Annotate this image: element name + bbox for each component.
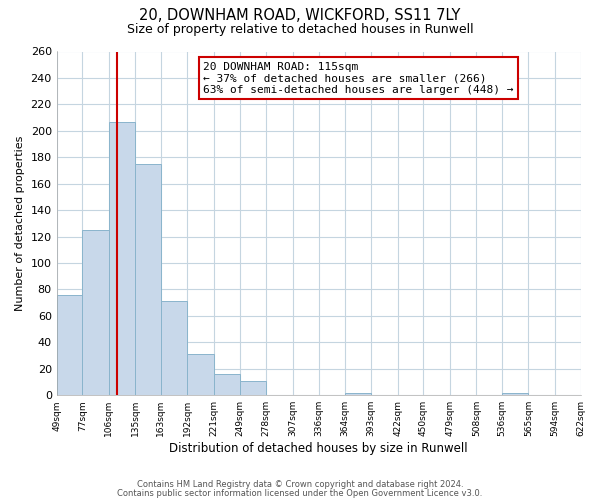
X-axis label: Distribution of detached houses by size in Runwell: Distribution of detached houses by size …	[169, 442, 468, 455]
Bar	[187, 354, 214, 395]
Bar	[344, 392, 371, 395]
Bar	[109, 122, 135, 395]
Bar	[161, 302, 187, 395]
Bar	[214, 374, 239, 395]
Text: Contains HM Land Registry data © Crown copyright and database right 2024.: Contains HM Land Registry data © Crown c…	[137, 480, 463, 489]
Text: 20 DOWNHAM ROAD: 115sqm
← 37% of detached houses are smaller (266)
63% of semi-d: 20 DOWNHAM ROAD: 115sqm ← 37% of detache…	[203, 62, 514, 95]
Bar	[82, 230, 109, 395]
Bar	[135, 164, 161, 395]
Bar	[56, 294, 82, 395]
Text: Size of property relative to detached houses in Runwell: Size of property relative to detached ho…	[127, 22, 473, 36]
Bar	[239, 380, 266, 395]
Y-axis label: Number of detached properties: Number of detached properties	[15, 136, 25, 311]
Text: 20, DOWNHAM ROAD, WICKFORD, SS11 7LY: 20, DOWNHAM ROAD, WICKFORD, SS11 7LY	[139, 8, 461, 22]
Bar	[502, 392, 529, 395]
Text: Contains public sector information licensed under the Open Government Licence v3: Contains public sector information licen…	[118, 488, 482, 498]
